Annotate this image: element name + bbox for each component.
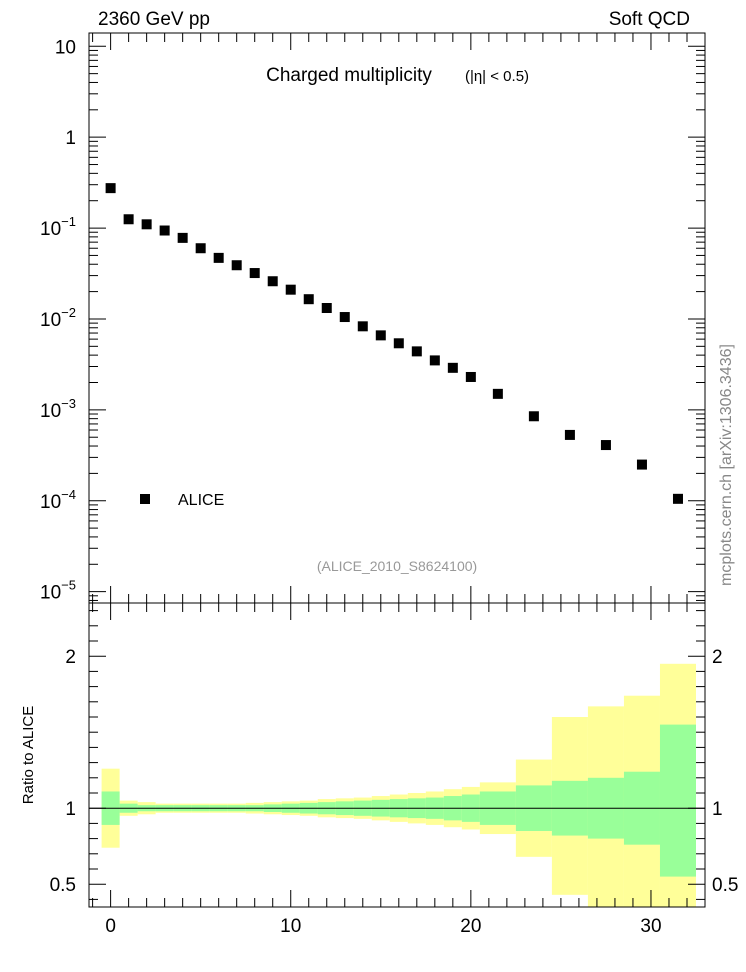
data-point <box>213 252 224 263</box>
legend-marker <box>140 494 150 504</box>
data-point <box>447 362 458 373</box>
ratio-y-axis: 0.5 0.5 1 1 2 2 <box>50 610 738 900</box>
main-y-tick-label: 10−4 <box>40 487 76 513</box>
process-label: Soft QCD <box>609 9 690 30</box>
x-tick-label: 20 <box>460 916 481 937</box>
data-point <box>195 243 206 254</box>
data-point <box>321 303 332 314</box>
data-point <box>636 459 647 470</box>
data-point <box>411 346 422 357</box>
main-x-axis <box>92 33 688 603</box>
main-y-tick-label: 1 <box>65 128 76 149</box>
data-point <box>375 330 386 341</box>
data-point <box>393 338 404 349</box>
data-point <box>303 294 314 305</box>
data-point <box>492 388 503 399</box>
ratio-bands <box>101 663 696 907</box>
ratio-y-tick-label-right: 2 <box>712 647 723 668</box>
ratio-y-tick-label-right: 1 <box>712 799 723 820</box>
data-point <box>672 493 683 504</box>
x-tick-label: 10 <box>280 916 301 937</box>
main-y-tick-label: 10−5 <box>40 578 76 604</box>
ratio-y-tick-label-right: 0.5 <box>712 875 738 896</box>
main-y-tick-label: 10−1 <box>40 214 76 240</box>
chart-title: Charged multiplicity <box>266 65 432 86</box>
stat-band <box>659 724 696 877</box>
legend-label: ALICE <box>178 492 224 509</box>
data-point <box>123 214 134 225</box>
data-point <box>231 260 242 271</box>
data-point <box>105 183 116 194</box>
main-y-tick-label: 10−3 <box>40 396 76 422</box>
reference-label: (ALICE_2010_S8624100) <box>317 558 477 574</box>
data-point <box>564 429 575 440</box>
data-point <box>429 355 440 366</box>
main-y-axis: 10−5 10−4 10−3 10−2 10−1 1 10 <box>40 37 705 604</box>
x-tick-label: 30 <box>640 916 661 937</box>
data-point <box>528 411 539 422</box>
ratio-x-axis: 0 10 20 30 <box>92 603 688 937</box>
data-point <box>339 312 350 323</box>
data-point <box>267 276 278 287</box>
ratio-y-tick-label: 1 <box>65 799 76 820</box>
ratio-y-axis-label: Ratio to ALICE <box>20 706 37 804</box>
energy-label: 2360 GeV pp <box>98 9 210 30</box>
data-point <box>141 219 152 230</box>
data-point <box>159 225 170 236</box>
data-point <box>177 232 188 243</box>
main-y-tick-label: 10 <box>55 37 76 58</box>
x-tick-label: 0 <box>105 916 116 937</box>
ratio-y-tick-label: 2 <box>65 647 76 668</box>
alice-data-points <box>105 183 683 504</box>
data-point <box>357 321 368 332</box>
ratio-plot-panel: 0.5 0.5 1 1 2 2 0 10 20 30 Ratio to ALICE <box>20 602 738 937</box>
main-plot-panel: 10−5 10−4 10−3 10−2 10−1 1 10 Charged multipli… <box>40 32 706 604</box>
ratio-y-tick-label: 0.5 <box>50 875 76 896</box>
data-point <box>465 371 476 382</box>
data-point <box>600 440 611 451</box>
side-credit-label: mcplots.cern.ch [arXiv:1306.3436] <box>718 344 735 586</box>
main-y-tick-label: 10−2 <box>40 305 76 331</box>
chart-title-cut: (|η| < 0.5) <box>465 68 529 85</box>
data-point <box>285 284 296 295</box>
data-point <box>249 268 260 279</box>
main-plot-frame <box>88 32 706 604</box>
ratio-plot-frame <box>88 602 706 908</box>
